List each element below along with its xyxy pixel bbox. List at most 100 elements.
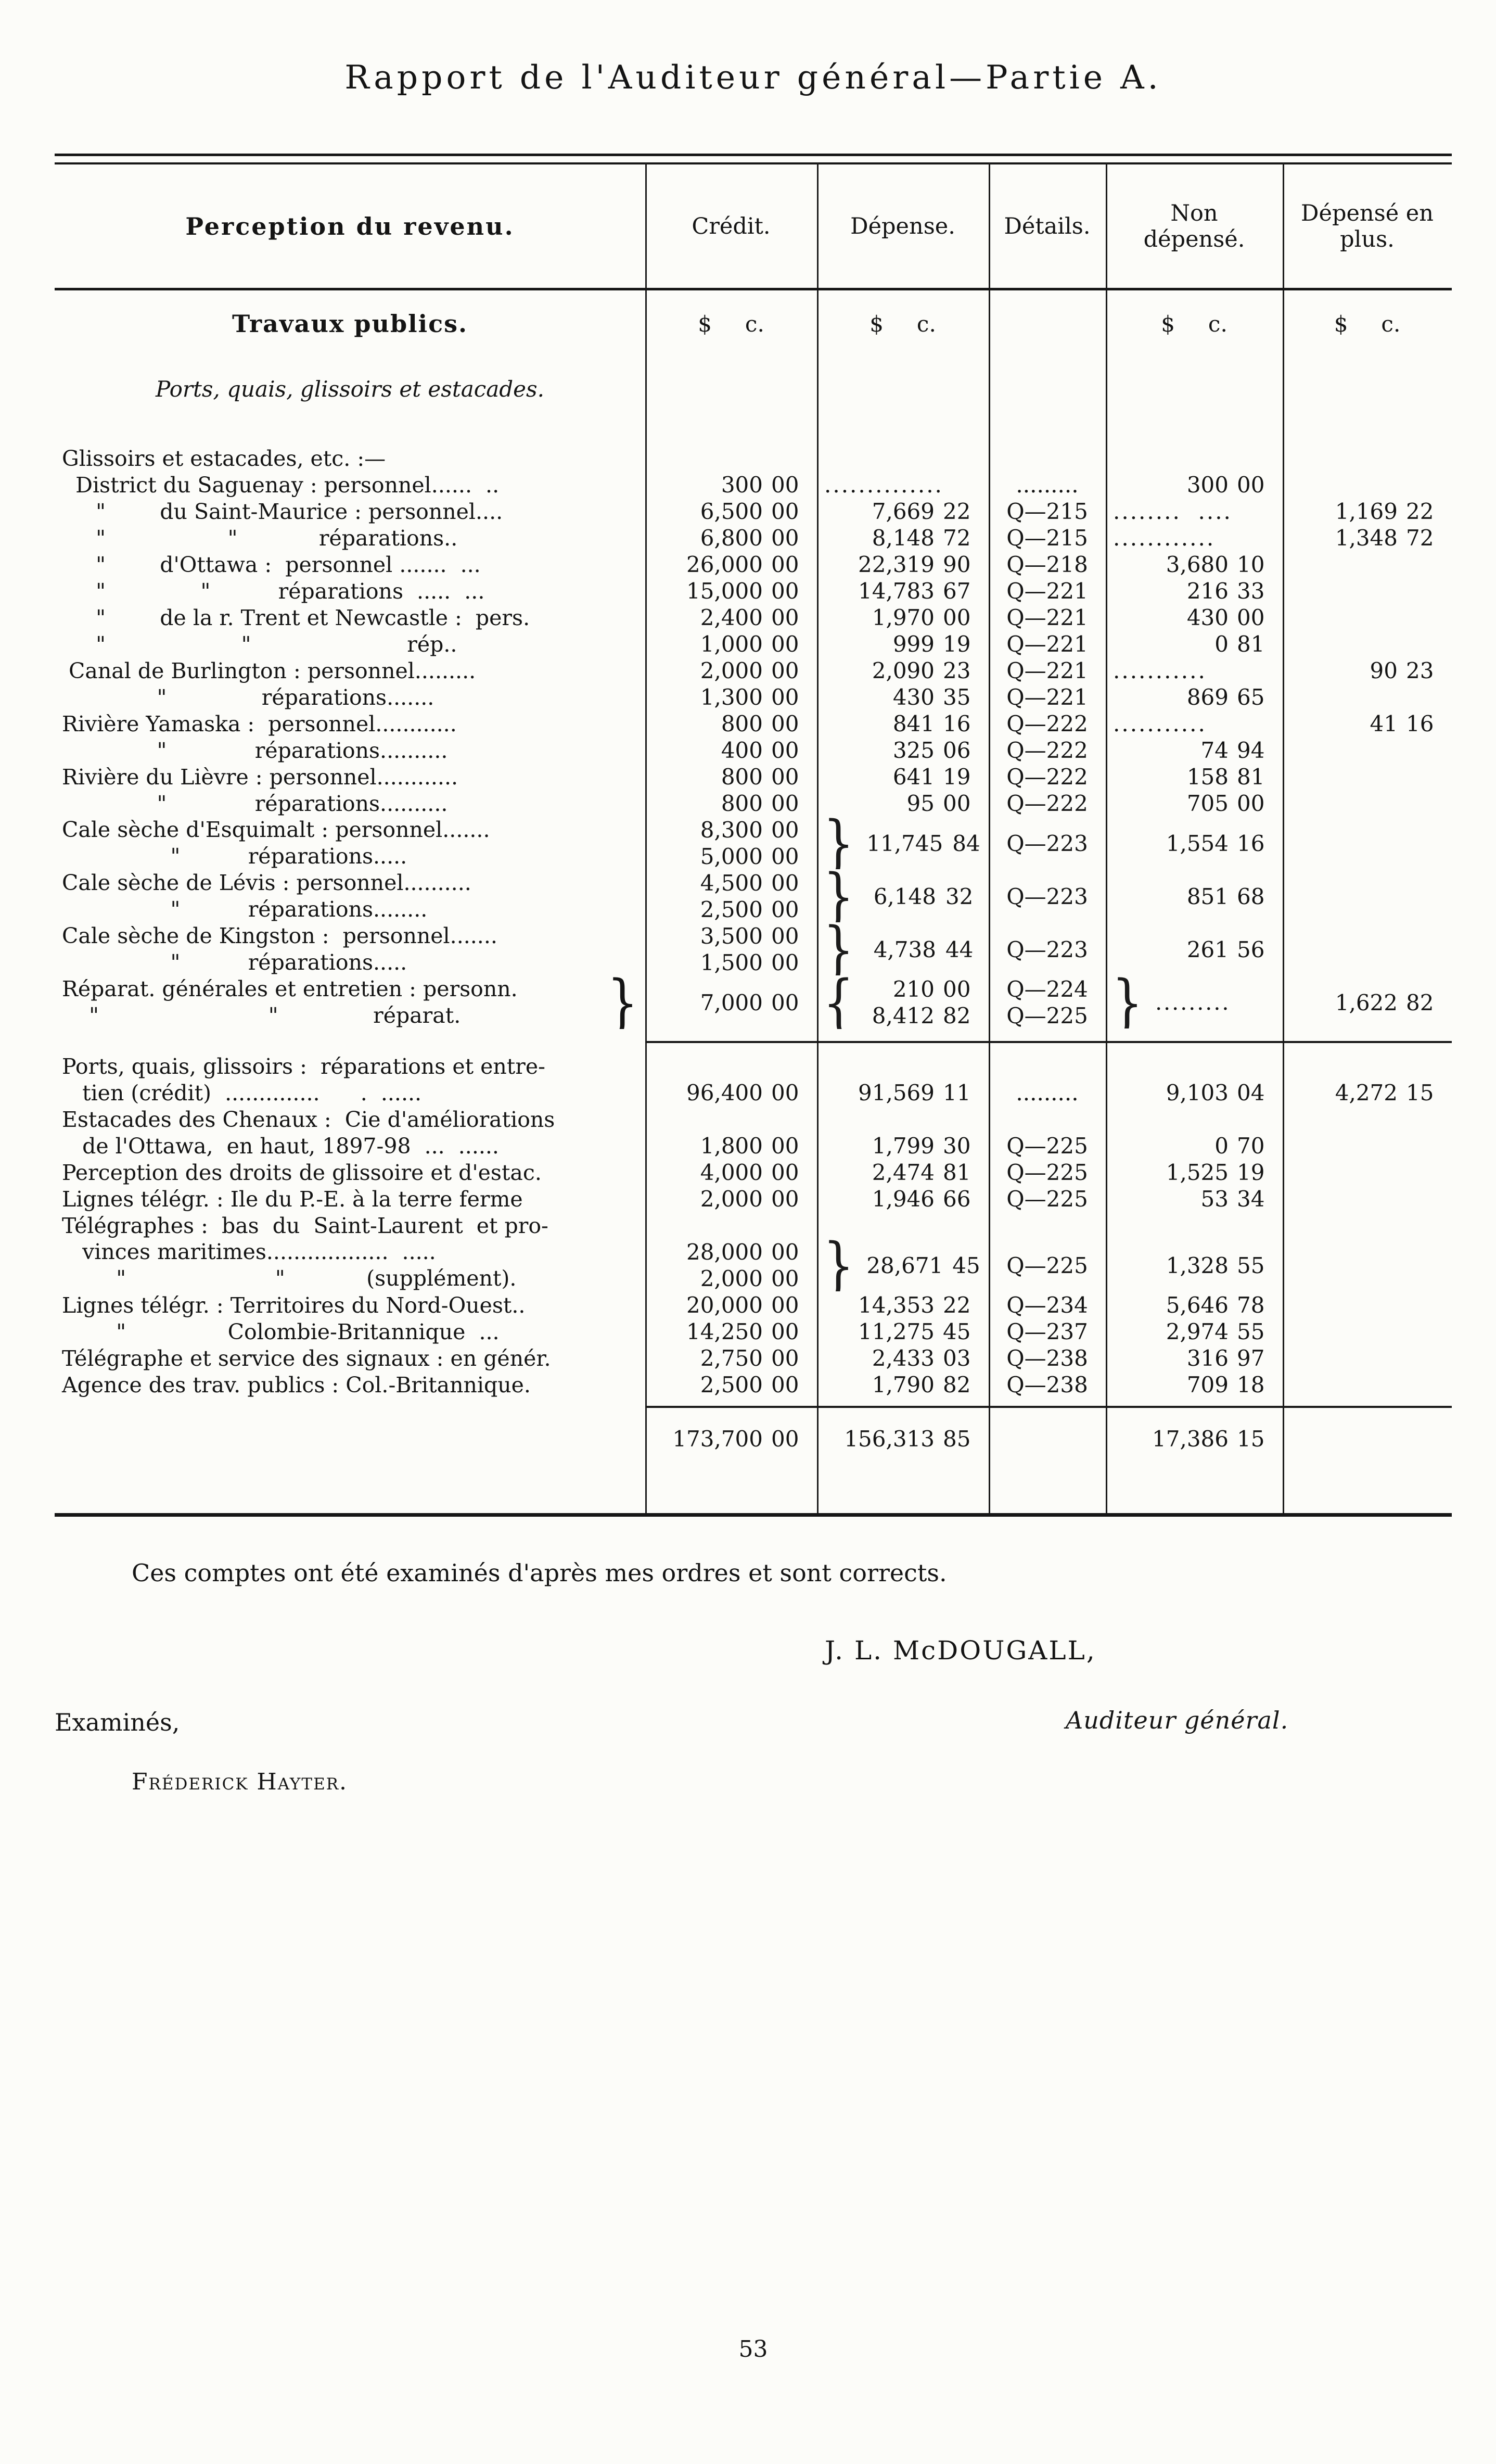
- details-cell: Q—222: [1006, 711, 1088, 736]
- amount-dollars: 1,348: [1335, 525, 1398, 551]
- money-cell: 2,000 00: [645, 658, 817, 683]
- details-cell: Q—222: [1006, 791, 1088, 816]
- amount-dollars: 400: [721, 738, 763, 763]
- money-cell: 53 34: [1106, 1186, 1283, 1212]
- amount-dollars: 4,738: [873, 936, 936, 962]
- money-cell: 1,622 82: [1283, 990, 1452, 1015]
- amount-dollars: 800: [721, 764, 763, 790]
- amount-cents: 70: [1237, 1133, 1265, 1159]
- accounts-table: Perception du revenu. Crédit. Dépense. D…: [55, 154, 1452, 1520]
- table-row: Canal de Burlington : personnel.........…: [55, 657, 1452, 684]
- amount-dollars: 14,250: [686, 1319, 763, 1344]
- amount-cents: 84: [952, 830, 980, 856]
- amount-dollars: 800: [721, 711, 763, 736]
- details-cell: Q—221: [1006, 578, 1088, 604]
- column-divider: [817, 162, 819, 1516]
- page-number: 53: [738, 2336, 768, 2363]
- amount-cents: 00: [771, 870, 799, 896]
- amount-cents: 81: [1237, 631, 1265, 657]
- amount-dollars: 95: [906, 791, 935, 816]
- amount-dollars: 841: [892, 711, 935, 736]
- amount-cents: 78: [1237, 1292, 1265, 1318]
- amount-cents: 45: [952, 1252, 980, 1278]
- money-cell: 430 35: [817, 684, 989, 710]
- amount-dollars: 5,000: [700, 844, 763, 869]
- amount-cents: 00: [771, 1266, 799, 1291]
- details-cell: Q—234: [1006, 1292, 1088, 1318]
- table-row: " " rép.. 1,000 00 999 19 Q—221 0 81: [55, 631, 1452, 657]
- row-label: Ports, quais, glissoirs : réparations et…: [62, 1053, 545, 1079]
- money-cell: 641 19: [817, 764, 989, 790]
- details-cell: Q—225: [1006, 1186, 1088, 1212]
- money-cell: 9,103 04: [1106, 1080, 1283, 1106]
- money-cell: 2,000 00: [645, 1186, 817, 1212]
- money-cell: 5,646 78: [1106, 1292, 1283, 1318]
- brace-glyph: }: [607, 976, 638, 1029]
- table-row: Estacades des Chenaux : Cie d'améliorati…: [55, 1106, 1452, 1133]
- money-cell: 95 00: [817, 791, 989, 816]
- table-row-group: Cale sèche de Kingston : personnel......…: [55, 923, 1452, 976]
- amount-cents: 22: [1406, 499, 1434, 524]
- amount-cents: 19: [1237, 1160, 1265, 1185]
- money-cell: 158 81: [1106, 764, 1283, 790]
- amount-cents: 82: [943, 1372, 971, 1398]
- amount-dollars: 300: [1186, 472, 1229, 498]
- amount-cents: 19: [943, 764, 971, 790]
- details-cell: .........: [1016, 472, 1079, 498]
- amount-dollars: 2,000: [700, 1266, 763, 1291]
- amount-dollars: 173,700: [672, 1426, 763, 1452]
- money-cell: 173,700 00: [645, 1426, 817, 1452]
- money-cell: 1,799 30: [817, 1133, 989, 1159]
- amount-cents: 16: [1406, 711, 1434, 736]
- amount-dollars: 4,500: [700, 870, 763, 896]
- details-cell: Q—225: [1006, 1133, 1088, 1159]
- details-cell: Q—218: [1006, 552, 1088, 577]
- amount-dollars: 316: [1186, 1345, 1229, 1371]
- column-header-depense-en-plus: Dépensé en plus.: [1301, 200, 1434, 252]
- dollar-sign: $: [870, 311, 884, 337]
- amount-dollars: 11,745: [866, 830, 943, 856]
- details-cell: Q—221: [1006, 658, 1088, 683]
- totals-row: 173,700 00 156,313 85 17,386 15: [55, 1414, 1452, 1464]
- money-cell: 28,000 00 2,000 00: [645, 1239, 817, 1292]
- money-cell: 800 00: [645, 791, 817, 816]
- amount-cents: 06: [943, 738, 971, 763]
- table-row: Ports, quais, glissoirs : réparations et…: [55, 1053, 1452, 1079]
- amount-cents: 00: [771, 738, 799, 763]
- money-cell: 2,500 00: [645, 1372, 817, 1398]
- amount-dollars: 800: [721, 791, 763, 816]
- amount-cents: 00: [771, 897, 799, 922]
- money-cell: 2,750 00: [645, 1345, 817, 1371]
- details-cell: Q—222: [1006, 738, 1088, 763]
- amount-cents: 00: [771, 1292, 799, 1318]
- row-label: Télégraphe et service des signaux : en g…: [62, 1345, 551, 1371]
- brace-glyph: }: [823, 923, 854, 975]
- amount-cents: 72: [943, 525, 971, 551]
- row-label: " du Saint-Maurice : personnel....: [62, 499, 503, 524]
- amount-cents: 00: [771, 1426, 799, 1452]
- amount-cents: 33: [1237, 578, 1265, 604]
- amount-dollars: 641: [892, 764, 935, 790]
- column-divider: [989, 162, 990, 1516]
- row-label: Perception des droits de glissoire et d'…: [62, 1160, 542, 1185]
- attestation-line: Ces comptes ont été examinés d'après mes…: [132, 1559, 947, 1587]
- amount-cents: 00: [771, 499, 799, 524]
- amount-cents: 00: [771, 684, 799, 710]
- amount-cents: 34: [1237, 1186, 1265, 1212]
- amount-cents: 00: [771, 1080, 799, 1106]
- table-subtitle: Ports, quais, glissoirs et estacades.: [156, 376, 544, 402]
- amount-dollars: 1,946: [872, 1186, 935, 1212]
- row-label: Canal de Burlington : personnel.........: [62, 658, 476, 683]
- amount-cents: 00: [771, 711, 799, 736]
- money-cell: 869 65: [1106, 684, 1283, 710]
- row-label: " Colombie-Britannique ...: [62, 1319, 500, 1344]
- amount-cents: 00: [771, 950, 799, 975]
- amount-cents: 81: [1237, 764, 1265, 790]
- dotted-leader: ............: [1113, 525, 1216, 551]
- row-label: vinces maritimes.................. .....…: [62, 1239, 517, 1291]
- table-row-group: vinces maritimes.................. .....…: [55, 1239, 1452, 1292]
- money-cell: 2,400 00: [645, 605, 817, 630]
- money-cell: 1,348 72: [1283, 525, 1452, 551]
- amount-cents: 55: [1237, 1319, 1265, 1344]
- amount-dollars: 2,090: [872, 658, 935, 683]
